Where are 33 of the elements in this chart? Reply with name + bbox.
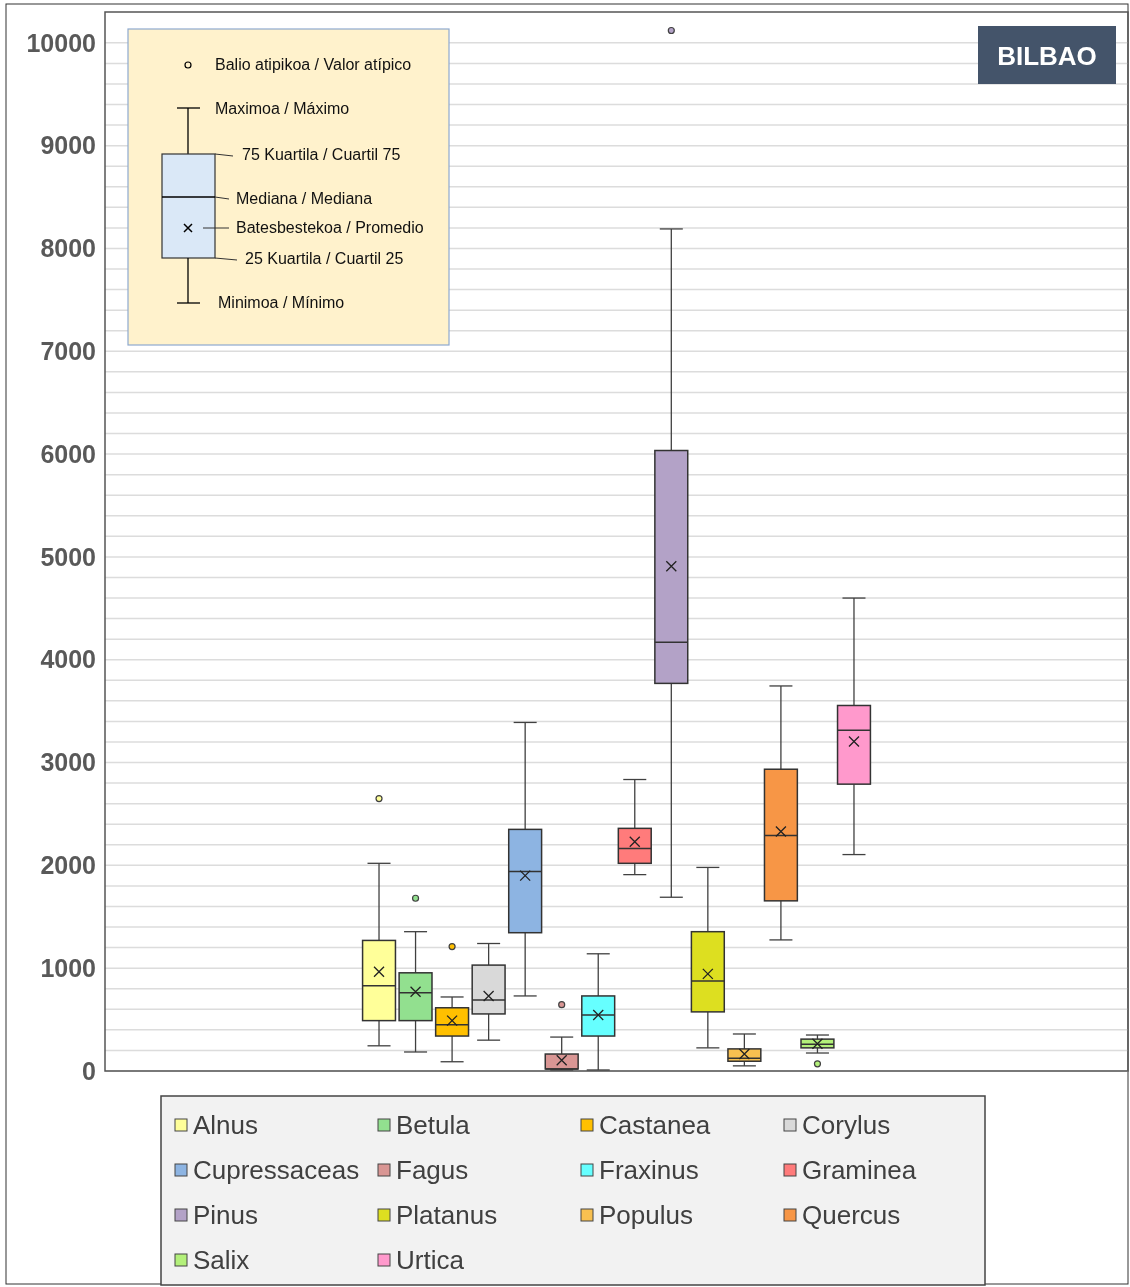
y-tick-label: 4000 (40, 645, 96, 674)
legend-label: Cupressaceas (193, 1155, 360, 1186)
annotation: Minimoa / Mínimo (218, 293, 345, 311)
annotation: Balio atipikoa / Valor atípico (215, 55, 412, 73)
y-tick-label: 8000 (40, 234, 96, 263)
legend-label: Fraxinus (599, 1155, 699, 1186)
y-tick-label: 2000 (40, 851, 96, 880)
y-tick-label: 6000 (40, 439, 96, 468)
y-tick-label: 1000 (40, 953, 96, 982)
legend-label: Betula (396, 1110, 471, 1141)
y-tick-label: 10000 (26, 28, 96, 57)
legend-label: Fagus (396, 1155, 469, 1186)
legend-label: Pinus (193, 1200, 259, 1231)
legend-label: Salix (193, 1245, 250, 1276)
y-tick-label: 7000 (40, 337, 96, 366)
annotation: 25 Kuartila / Cuartil 25 (245, 249, 404, 267)
y-tick-label: 3000 (40, 748, 96, 777)
y-tick-label: 5000 (40, 542, 96, 571)
y-tick-label: 0 (82, 1056, 96, 1085)
annotation: 75 Kuartila / Cuartil 75 (242, 145, 401, 163)
legend-label: Platanus (396, 1200, 498, 1231)
legend-label: Castanea (599, 1110, 711, 1141)
text: BILBAO (997, 41, 1097, 72)
y-tick-label: 9000 (40, 131, 96, 160)
annotation: Maximoa / Máximo (215, 99, 350, 117)
legend-label: Populus (599, 1200, 693, 1231)
legend-label: Corylus (802, 1110, 891, 1141)
legend-label: Urtica (396, 1245, 465, 1276)
annotation: Mediana / Mediana (236, 189, 373, 207)
annotation: Batesbestekoa / Promedio (236, 218, 424, 236)
legend-label: Quercus (802, 1200, 901, 1231)
legend-label: Alnus (193, 1110, 259, 1141)
legend-label: Graminea (802, 1155, 917, 1186)
